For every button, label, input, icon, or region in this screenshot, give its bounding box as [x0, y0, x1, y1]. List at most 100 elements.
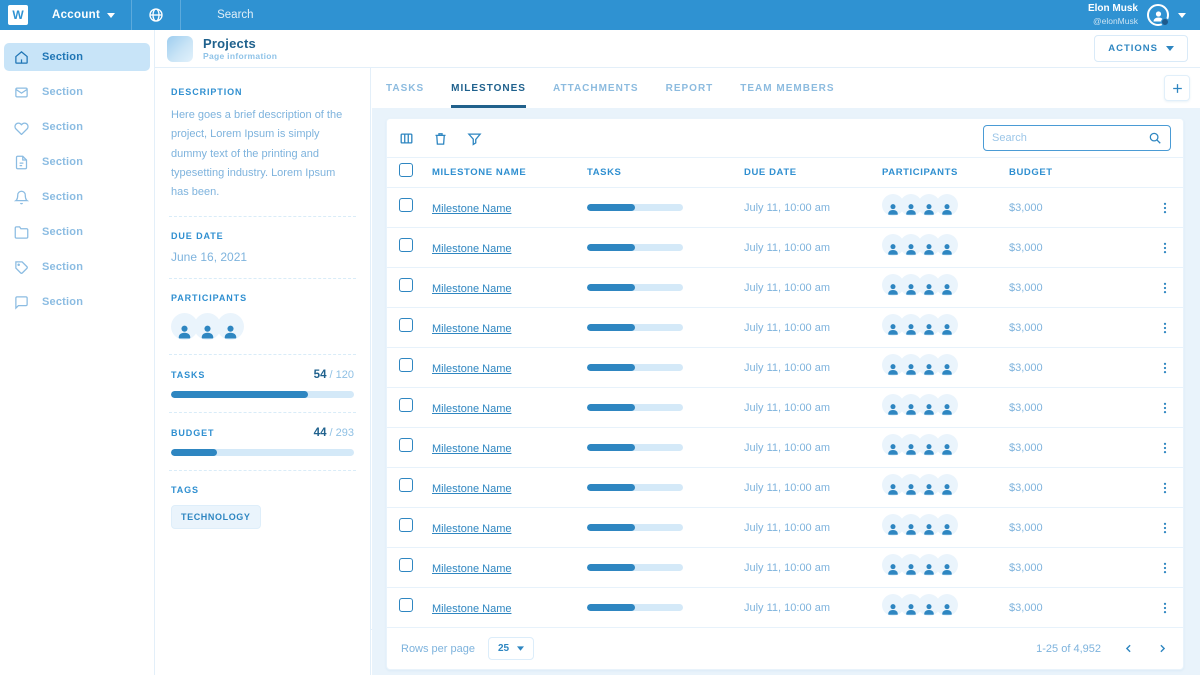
tag-chip[interactable]: TECHNOLOGY: [171, 505, 261, 529]
prev-page-button[interactable]: [1122, 642, 1135, 655]
row-checkbox[interactable]: [399, 238, 413, 252]
row-progressbar: [587, 404, 683, 411]
actions-button[interactable]: ACTIONS: [1094, 35, 1188, 62]
row-menu-button[interactable]: [1147, 321, 1183, 335]
row-checkbox[interactable]: [399, 398, 413, 412]
app-logo[interactable]: W: [8, 5, 28, 25]
row-checkbox[interactable]: [399, 198, 413, 212]
row-menu-button[interactable]: [1147, 601, 1183, 615]
search-icon[interactable]: [1148, 131, 1162, 145]
columns-icon[interactable]: [399, 131, 414, 146]
milestone-name-link[interactable]: Milestone Name: [432, 603, 511, 615]
milestone-name-link[interactable]: Milestone Name: [432, 363, 511, 375]
add-tab-button[interactable]: [1164, 75, 1190, 101]
milestone-name-link[interactable]: Milestone Name: [432, 403, 511, 415]
row-progressbar: [587, 444, 683, 451]
pagination-range: 1-25 of 4,952: [1036, 643, 1101, 655]
row-menu-button[interactable]: [1147, 401, 1183, 415]
table-row: Milestone Name July 11, 10:00 am $3,000: [387, 548, 1183, 588]
milestone-name-link[interactable]: Milestone Name: [432, 243, 511, 255]
row-menu-button[interactable]: [1147, 361, 1183, 375]
page-size-select[interactable]: 25: [488, 637, 534, 660]
milestone-name-link[interactable]: Milestone Name: [432, 443, 511, 455]
milestone-name-link[interactable]: Milestone Name: [432, 203, 511, 215]
search-input[interactable]: [992, 132, 1148, 144]
sidebar-item-section[interactable]: Section: [4, 253, 150, 281]
milestone-name-link[interactable]: Milestone Name: [432, 523, 511, 535]
tab-bar: TASKS MILESTONES ATTACHMENTS REPORT TEAM…: [372, 68, 1200, 108]
participant-avatar: [217, 313, 244, 340]
row-checkbox[interactable]: [399, 518, 413, 532]
sidebar-item-section[interactable]: Section: [4, 43, 150, 71]
milestone-name-link[interactable]: Milestone Name: [432, 563, 511, 575]
row-checkbox[interactable]: [399, 318, 413, 332]
participants-cell: [882, 314, 1009, 341]
kebab-icon: [1158, 361, 1172, 375]
row-checkbox[interactable]: [399, 478, 413, 492]
tab[interactable]: TEAM MEMBERS: [740, 68, 834, 108]
participant-avatar: [936, 594, 958, 616]
column-header-tasks[interactable]: TASKS: [587, 167, 744, 178]
tab[interactable]: REPORT: [666, 68, 714, 108]
sidebar-item-section[interactable]: Section: [4, 113, 150, 141]
kebab-icon: [1158, 401, 1172, 415]
row-menu-button[interactable]: [1147, 481, 1183, 495]
sidebar-item-section[interactable]: Section: [4, 288, 150, 316]
select-all-checkbox[interactable]: [399, 163, 413, 177]
row-checkbox[interactable]: [399, 358, 413, 372]
budget-cell: $3,000: [1009, 362, 1147, 374]
avatar[interactable]: [1147, 4, 1169, 26]
row-checkbox[interactable]: [399, 438, 413, 452]
row-menu-button[interactable]: [1147, 241, 1183, 255]
table-row: Milestone Name July 11, 10:00 am $3,000: [387, 268, 1183, 308]
tab[interactable]: TASKS: [386, 68, 424, 108]
account-menu[interactable]: Account: [52, 9, 115, 21]
project-info-panel: DESCRIPTION Here goes a brief descriptio…: [155, 68, 371, 675]
budget-count: 44 / 293: [314, 427, 354, 439]
mail-icon: [14, 85, 29, 100]
page-subtitle: Page information: [203, 51, 277, 61]
trash-icon[interactable]: [433, 131, 448, 146]
row-menu-button[interactable]: [1147, 281, 1183, 295]
participant-avatar: [936, 434, 958, 456]
next-page-button[interactable]: [1156, 642, 1169, 655]
user-name: Elon Musk: [1088, 3, 1138, 16]
chevron-down-icon[interactable]: [1178, 13, 1186, 18]
row-menu-button[interactable]: [1147, 201, 1183, 215]
filter-icon[interactable]: [467, 131, 482, 146]
tab[interactable]: MILESTONES: [451, 68, 526, 108]
bell-icon: [14, 190, 29, 205]
kebab-icon: [1158, 441, 1172, 455]
row-progressbar: [587, 364, 683, 371]
kebab-icon: [1158, 241, 1172, 255]
budget-cell: $3,000: [1009, 322, 1147, 334]
divider: [169, 412, 356, 413]
milestone-name-link[interactable]: Milestone Name: [432, 283, 511, 295]
sidebar-item-section[interactable]: Section: [4, 78, 150, 106]
due-date-cell: July 11, 10:00 am: [744, 322, 882, 334]
milestone-name-link[interactable]: Milestone Name: [432, 323, 511, 335]
row-menu-button[interactable]: [1147, 441, 1183, 455]
folder-icon: [14, 225, 29, 240]
column-header-name[interactable]: MILESTONE NAME: [432, 167, 587, 178]
kebab-icon: [1158, 521, 1172, 535]
row-menu-button[interactable]: [1147, 561, 1183, 575]
sidebar-item-section[interactable]: Section: [4, 218, 150, 246]
sidebar-item-section[interactable]: Section: [4, 148, 150, 176]
row-checkbox[interactable]: [399, 558, 413, 572]
globe-icon[interactable]: [148, 7, 164, 23]
topbar-search[interactable]: Search: [217, 9, 253, 21]
sidebar-item-section[interactable]: Section: [4, 183, 150, 211]
sidebar-item-label: Section: [42, 296, 83, 308]
row-checkbox[interactable]: [399, 598, 413, 612]
row-menu-button[interactable]: [1147, 521, 1183, 535]
budget-cell: $3,000: [1009, 402, 1147, 414]
tag-icon: [14, 260, 29, 275]
row-checkbox[interactable]: [399, 278, 413, 292]
column-header-budget[interactable]: BUDGET: [1009, 167, 1147, 178]
rows-per-page-label: Rows per page: [401, 643, 475, 655]
milestone-name-link[interactable]: Milestone Name: [432, 483, 511, 495]
column-header-participants[interactable]: PARTICIPANTS: [882, 167, 1009, 178]
column-header-due[interactable]: DUE DATE: [744, 167, 882, 178]
tab[interactable]: ATTACHMENTS: [553, 68, 639, 108]
